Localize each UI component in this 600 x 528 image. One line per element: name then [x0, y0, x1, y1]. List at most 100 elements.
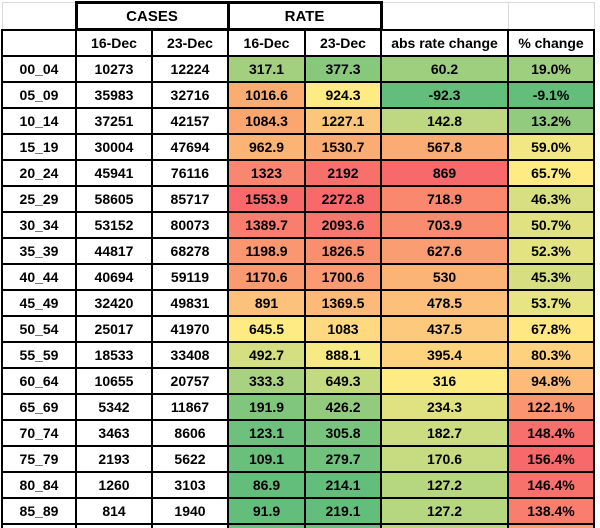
- cases-16dec-cell[interactable]: 32420: [75, 289, 153, 317]
- rate-23dec-cell[interactable]: 279.7: [304, 445, 382, 473]
- empty-cell[interactable]: [507, 2, 595, 30]
- cases-16dec-cell[interactable]: 642: [75, 523, 153, 528]
- cases-23dec-cell[interactable]: 11867: [151, 393, 229, 421]
- rate-23dec-cell[interactable]: 1227.1: [304, 107, 382, 135]
- cases-16dec-cell[interactable]: 45941: [75, 159, 153, 187]
- cases-23dec-cell[interactable]: 1940: [151, 497, 229, 525]
- percent-change-cell[interactable]: 156.4%: [507, 445, 595, 473]
- rate-16dec-cell[interactable]: 1198.9: [227, 237, 306, 265]
- percent-change-cell[interactable]: 146.4%: [507, 471, 595, 499]
- percent-change-cell[interactable]: 148.4%: [507, 419, 595, 447]
- rate-16dec-cell[interactable]: 123.2: [227, 523, 306, 528]
- abs-rate-change-cell[interactable]: 316: [380, 367, 509, 395]
- age-group-cell[interactable]: 20_24: [1, 159, 77, 187]
- percent-change-cell[interactable]: 45.3%: [507, 263, 595, 291]
- column-header-cases-23dec[interactable]: 23-Dec: [151, 28, 229, 57]
- rate-16dec-cell[interactable]: 1170.6: [227, 263, 306, 291]
- cases-16dec-cell[interactable]: 814: [75, 497, 153, 525]
- rate-23dec-cell[interactable]: 2093.6: [304, 211, 382, 239]
- abs-rate-change-cell[interactable]: 170.6: [380, 445, 509, 473]
- abs-rate-change-cell[interactable]: 567.8: [380, 133, 509, 161]
- rate-16dec-cell[interactable]: 191.9: [227, 393, 306, 421]
- cases-16dec-cell[interactable]: 53152: [75, 211, 153, 239]
- abs-rate-change-cell[interactable]: 142.8: [380, 107, 509, 135]
- cases-23dec-cell[interactable]: 76116: [151, 159, 229, 187]
- percent-change-cell[interactable]: 19.0%: [507, 55, 595, 83]
- rate-23dec-cell[interactable]: 219.1: [304, 497, 382, 525]
- rate-16dec-cell[interactable]: 645.5: [227, 315, 306, 343]
- cases-16dec-cell[interactable]: 40694: [75, 263, 153, 291]
- percent-change-cell[interactable]: 65.7%: [507, 159, 595, 187]
- cases-23dec-cell[interactable]: 3103: [151, 471, 229, 499]
- cases-16dec-cell[interactable]: 44817: [75, 237, 153, 265]
- rate-23dec-cell[interactable]: 2192: [304, 159, 382, 187]
- rate-23dec-cell[interactable]: 1700.6: [304, 263, 382, 291]
- cases-16dec-cell[interactable]: 25017: [75, 315, 153, 343]
- column-header-percent-change[interactable]: % change: [507, 28, 595, 57]
- percent-change-cell[interactable]: 59.0%: [507, 133, 595, 161]
- age-group-cell[interactable]: 55_59: [1, 341, 77, 369]
- age-group-cell[interactable]: 60_64: [1, 367, 77, 395]
- percent-change-cell[interactable]: 80.3%: [507, 341, 595, 369]
- cases-16dec-cell[interactable]: 3463: [75, 419, 153, 447]
- rate-23dec-cell[interactable]: 1530.7: [304, 133, 382, 161]
- rate-16dec-cell[interactable]: 86.9: [227, 471, 306, 499]
- cases-16dec-cell[interactable]: 2193: [75, 445, 153, 473]
- rate-16dec-cell[interactable]: 891: [227, 289, 306, 317]
- empty-cell[interactable]: [380, 2, 509, 30]
- age-group-cell[interactable]: 50_54: [1, 315, 77, 343]
- cases-16dec-cell[interactable]: 10273: [75, 55, 153, 83]
- age-group-cell[interactable]: 40_44: [1, 263, 77, 291]
- cases-23dec-cell[interactable]: 33408: [151, 341, 229, 369]
- rate-23dec-cell[interactable]: 1826.5: [304, 237, 382, 265]
- rate-16dec-cell[interactable]: 492.7: [227, 341, 306, 369]
- percent-change-cell[interactable]: 111.9%: [507, 523, 595, 528]
- abs-rate-change-cell[interactable]: 60.2: [380, 55, 509, 83]
- cases-16dec-cell[interactable]: 30004: [75, 133, 153, 161]
- cases-23dec-cell[interactable]: 5622: [151, 445, 229, 473]
- rate-16dec-cell[interactable]: 317.1: [227, 55, 306, 83]
- percent-change-cell[interactable]: 94.8%: [507, 367, 595, 395]
- age-group-cell[interactable]: 75_79: [1, 445, 77, 473]
- rate-23dec-cell[interactable]: 1083: [304, 315, 382, 343]
- column-header-rate-16dec[interactable]: 16-Dec: [227, 28, 306, 57]
- rate-23dec-cell[interactable]: 924.3: [304, 81, 382, 109]
- age-group-cell[interactable]: 05_09: [1, 81, 77, 109]
- age-group-cell[interactable]: 30_34: [1, 211, 77, 239]
- rate-16dec-cell[interactable]: 1553.9: [227, 185, 306, 213]
- abs-rate-change-cell[interactable]: 703.9: [380, 211, 509, 239]
- rate-23dec-cell[interactable]: 426.2: [304, 393, 382, 421]
- percent-change-cell[interactable]: 67.8%: [507, 315, 595, 343]
- abs-rate-change-cell[interactable]: 530: [380, 263, 509, 291]
- abs-rate-change-cell[interactable]: 234.3: [380, 393, 509, 421]
- rate-23dec-cell[interactable]: 261: [304, 523, 382, 528]
- rate-16dec-cell[interactable]: 1389.7: [227, 211, 306, 239]
- rate-23dec-cell[interactable]: 649.3: [304, 367, 382, 395]
- abs-rate-change-cell[interactable]: 437.5: [380, 315, 509, 343]
- cases-23dec-cell[interactable]: 20757: [151, 367, 229, 395]
- age-group-cell[interactable]: 35_39: [1, 237, 77, 265]
- cases-16dec-cell[interactable]: 58605: [75, 185, 153, 213]
- percent-change-cell[interactable]: 122.1%: [507, 393, 595, 421]
- rate-16dec-cell[interactable]: 962.9: [227, 133, 306, 161]
- corner-cell[interactable]: [1, 2, 77, 30]
- cases-16dec-cell[interactable]: 1260: [75, 471, 153, 499]
- cases-23dec-cell[interactable]: 32716: [151, 81, 229, 109]
- cases-23dec-cell[interactable]: 41970: [151, 315, 229, 343]
- cases-16dec-cell[interactable]: 18533: [75, 341, 153, 369]
- cases-16dec-cell[interactable]: 37251: [75, 107, 153, 135]
- cases-23dec-cell[interactable]: 1360: [151, 523, 229, 528]
- cases-23dec-cell[interactable]: 80073: [151, 211, 229, 239]
- rate-16dec-cell[interactable]: 91.9: [227, 497, 306, 525]
- abs-rate-change-cell[interactable]: 182.7: [380, 419, 509, 447]
- rate-group-header[interactable]: RATE: [226, 1, 383, 31]
- rate-16dec-cell[interactable]: 1084.3: [227, 107, 306, 135]
- cases-group-header[interactable]: CASES: [74, 1, 230, 31]
- percent-change-cell[interactable]: 138.4%: [507, 497, 595, 525]
- age-group-cell[interactable]: 25_29: [1, 185, 77, 213]
- abs-rate-change-cell[interactable]: 137.8: [380, 523, 509, 528]
- cases-23dec-cell[interactable]: 12224: [151, 55, 229, 83]
- cases-23dec-cell[interactable]: 49831: [151, 289, 229, 317]
- abs-rate-change-cell[interactable]: 718.9: [380, 185, 509, 213]
- abs-rate-change-cell[interactable]: 127.2: [380, 471, 509, 499]
